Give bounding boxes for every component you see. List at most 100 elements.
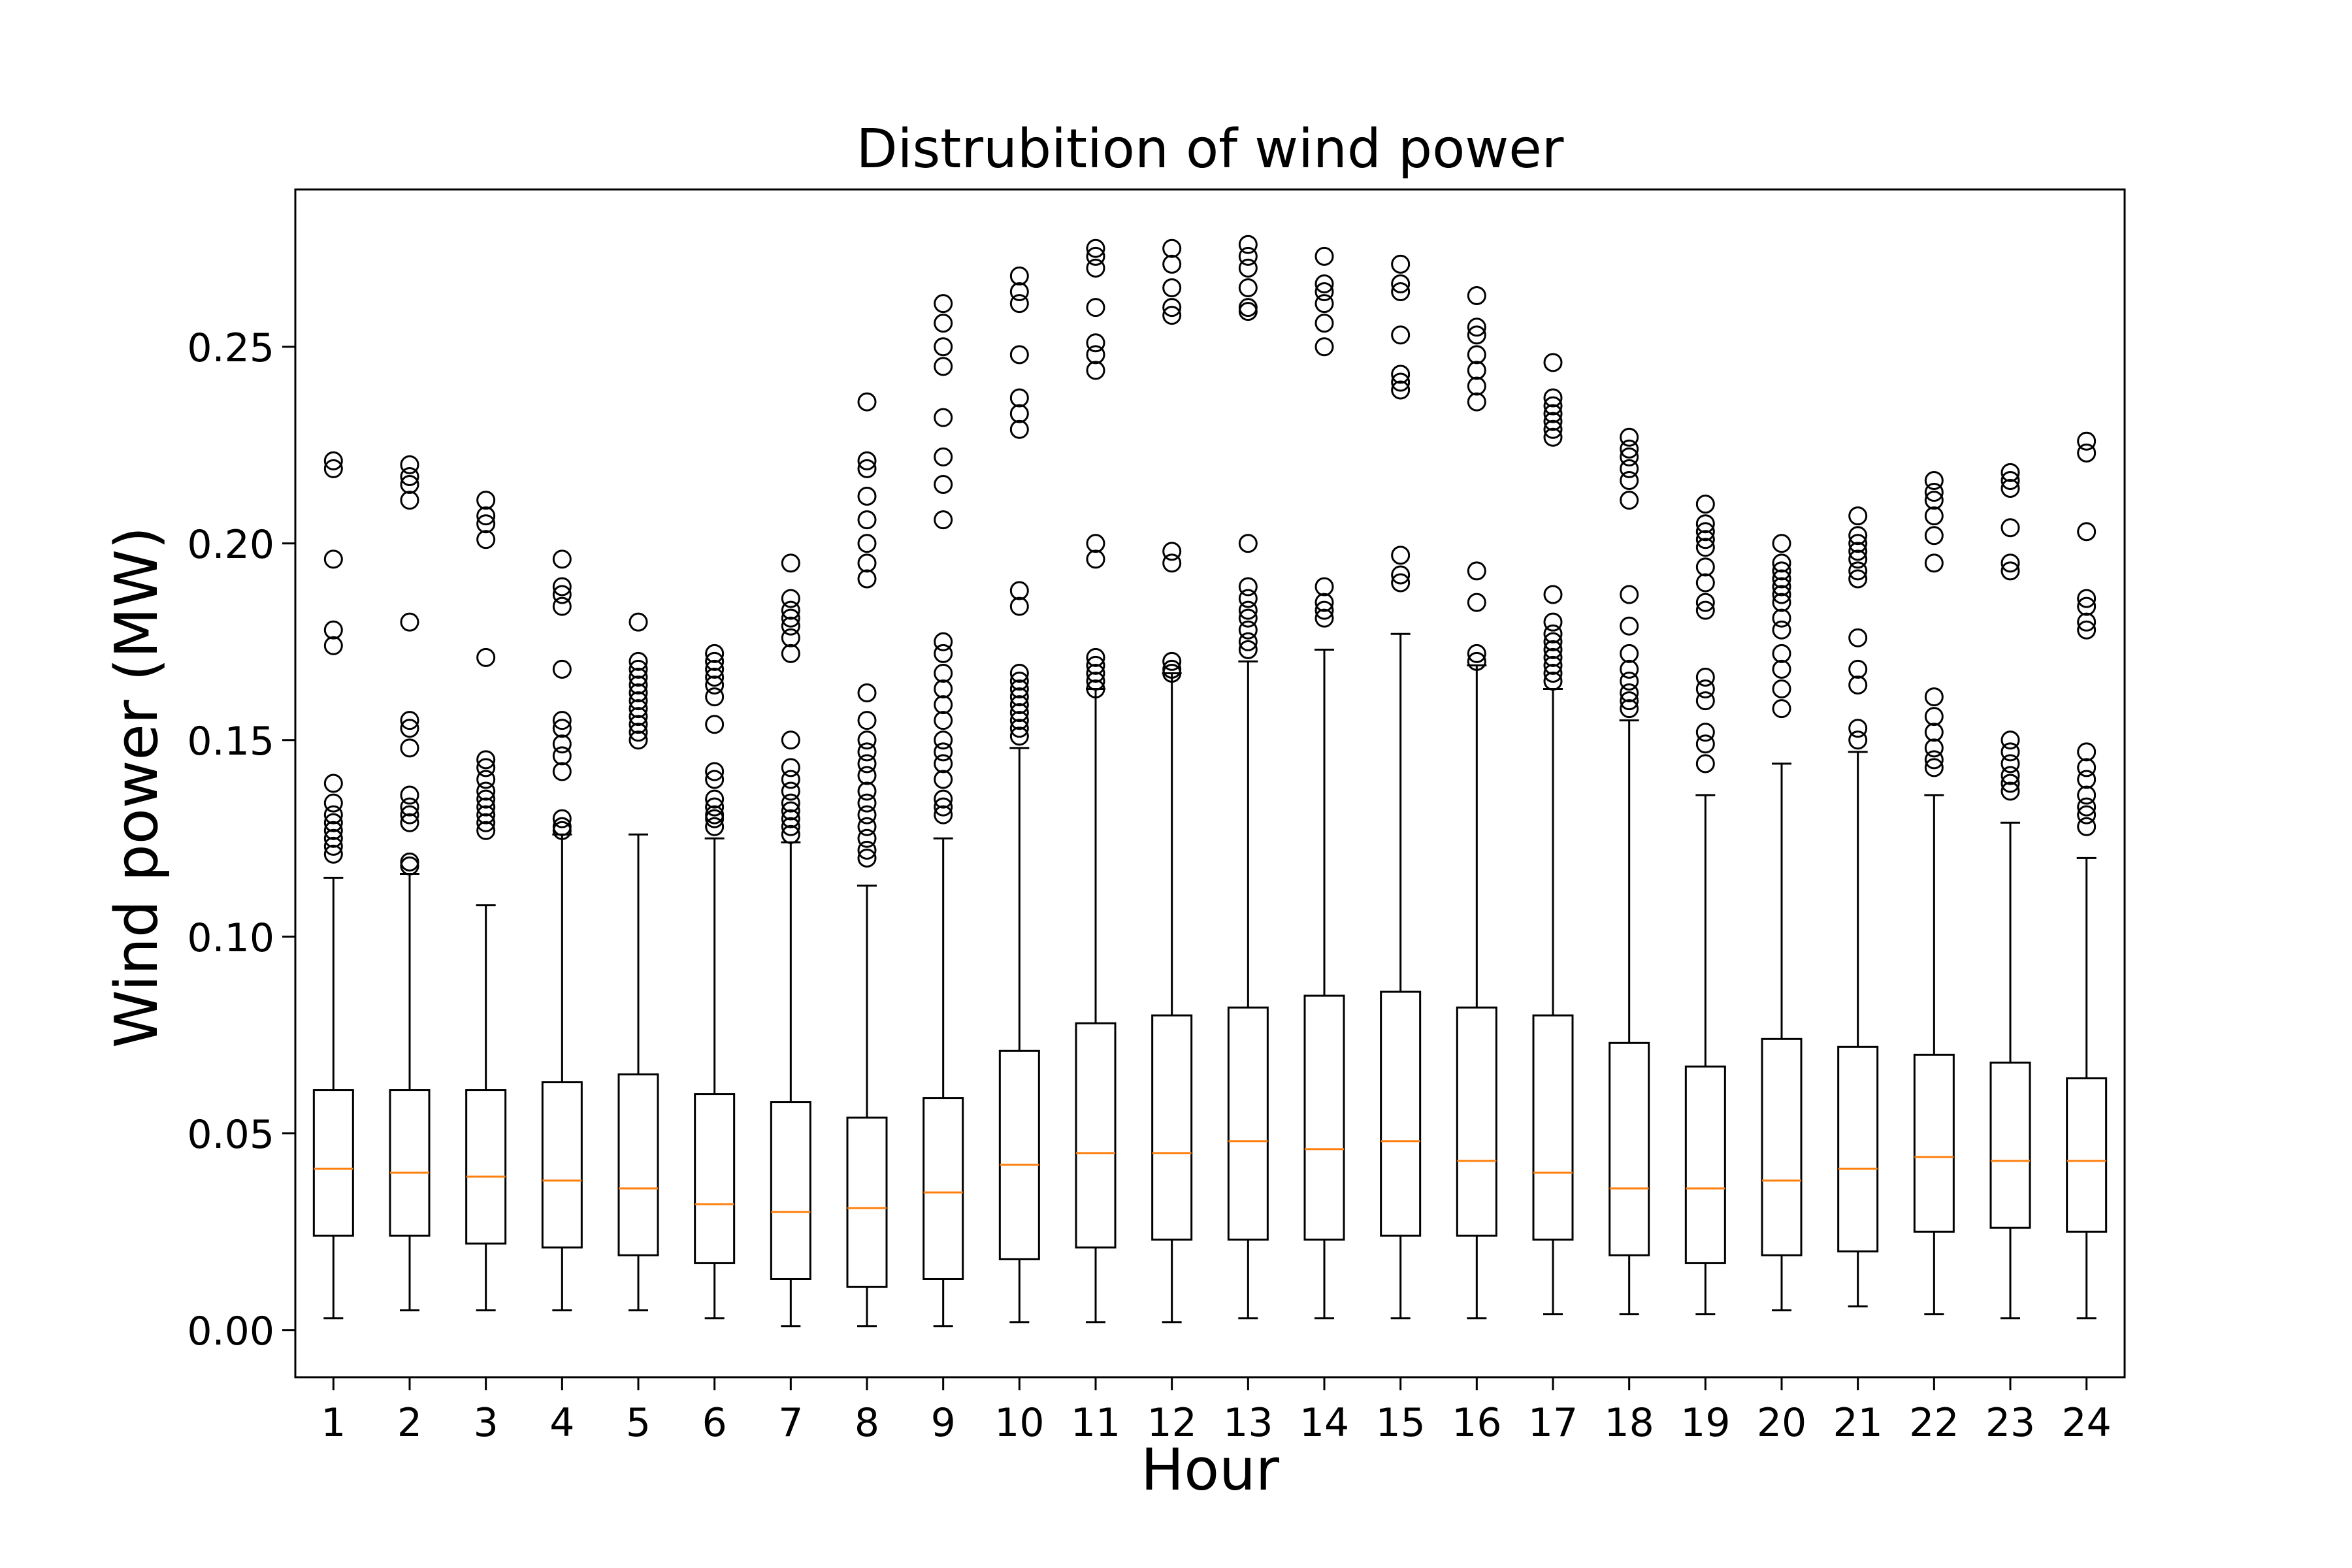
outlier-point [1848, 719, 1868, 738]
x-tick-label: 7 [778, 1400, 803, 1446]
outlier-point [934, 711, 953, 730]
x-tick-label: 21 [1833, 1400, 1882, 1446]
outlier-point [934, 632, 953, 651]
outlier-point [1238, 640, 1258, 659]
outlier-point [1772, 679, 1791, 699]
outlier-point [400, 805, 419, 825]
outlier-point [1924, 758, 1944, 777]
outlier-point [857, 848, 877, 868]
outlier-point [629, 612, 648, 632]
outlier-point [323, 549, 343, 569]
outlier-point [1848, 542, 1868, 561]
outlier-point [1315, 337, 1334, 357]
outlier-point [1924, 750, 1944, 770]
x-tick-label: 18 [1604, 1400, 1654, 1446]
outlier-point [857, 805, 877, 825]
outlier-point [1620, 459, 1639, 478]
outlier-point [1086, 238, 1105, 258]
outlier-point [552, 577, 572, 596]
outlier-point [1238, 608, 1258, 628]
outlier-point [552, 549, 572, 569]
outlier-point [1620, 585, 1639, 604]
outlier-point [1009, 596, 1029, 616]
outlier-point [1391, 274, 1411, 293]
box [998, 1049, 1040, 1260]
outlier-point [1086, 246, 1105, 266]
outlier-point [476, 797, 496, 817]
outlier-point [857, 534, 877, 553]
outlier-point [1009, 345, 1029, 365]
outlier-point [476, 514, 496, 534]
outlier-point [1391, 365, 1411, 384]
outlier-point [476, 781, 496, 801]
plot-area: 0.000.050.100.150.200.251 2 3 4 5 6 7 8 9 10 11 12 1… [187, 235, 2112, 1446]
outlier-point [1924, 483, 1944, 502]
box [1151, 1014, 1193, 1241]
outlier-point [1848, 676, 1868, 695]
outlier-point [1772, 608, 1791, 628]
outlier-point [476, 821, 496, 840]
x-tick-label: 20 [1757, 1400, 1806, 1446]
outlier-point [1009, 719, 1029, 738]
outlier-point [1467, 286, 1486, 306]
outlier-point [857, 487, 877, 506]
x-tick-label: 6 [702, 1400, 727, 1446]
outlier-point [857, 828, 877, 848]
outlier-point [1695, 573, 1715, 593]
outlier-point [552, 596, 572, 616]
outlier-point [2001, 754, 2020, 774]
outlier-point [400, 856, 419, 875]
outlier-point [2001, 774, 2020, 793]
outlier-point [400, 455, 419, 474]
outlier-point [1467, 325, 1486, 345]
outlier-point [1086, 647, 1105, 667]
outlier-point [1009, 703, 1029, 723]
outlier-point [2001, 463, 2020, 482]
x-tick-label: 2 [397, 1400, 422, 1446]
outlier-point [323, 821, 343, 840]
outlier-point [1238, 620, 1258, 640]
outlier-point [934, 474, 953, 494]
outlier-point [1391, 325, 1411, 345]
outlier-point [1315, 593, 1334, 612]
outlier-point [934, 510, 953, 530]
outlier-point [1543, 663, 1563, 683]
outlier-point [2077, 443, 2097, 463]
outlier-point [781, 644, 800, 663]
outlier-point [552, 746, 572, 766]
outlier-point [1009, 727, 1029, 746]
outlier-point [1924, 723, 1944, 742]
outlier-point [1315, 282, 1334, 302]
outlier-point [934, 770, 953, 789]
outlier-point [1772, 534, 1791, 553]
outlier-point [705, 687, 725, 707]
box [694, 1093, 736, 1264]
outlier-point [323, 836, 343, 856]
x-tick-label: 10 [994, 1400, 1044, 1446]
outlier-point [629, 707, 648, 727]
outlier-point [1315, 577, 1334, 596]
outlier-point [476, 530, 496, 549]
box [923, 1097, 964, 1281]
outlier-point [934, 754, 953, 774]
outlier-point [1695, 734, 1715, 754]
outlier-point [1467, 644, 1486, 663]
outlier-point [400, 466, 419, 486]
box [1913, 1053, 1955, 1233]
outlier-point [934, 447, 953, 466]
outlier-point [1009, 581, 1029, 600]
outlier-point [1695, 723, 1715, 742]
y-tick-label: 0.05 [187, 1112, 274, 1158]
y-tick-label: 0.00 [187, 1309, 274, 1354]
outlier-point [1238, 534, 1258, 553]
outlier-point [552, 809, 572, 828]
outlier-point [781, 817, 800, 836]
outlier-point [629, 730, 648, 750]
outlier-point [1772, 577, 1791, 596]
x-tick-label: 17 [1528, 1400, 1578, 1446]
box [1761, 1037, 1803, 1256]
outlier-point [400, 738, 419, 758]
outlier-point [781, 825, 800, 844]
outlier-point [323, 620, 343, 640]
outlier-point [1772, 561, 1791, 581]
